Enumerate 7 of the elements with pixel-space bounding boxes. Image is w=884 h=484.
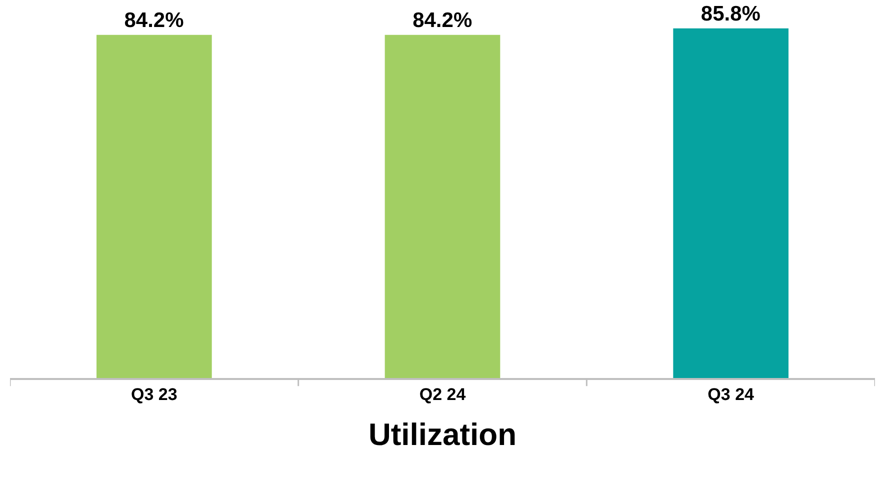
x-tick-label: Q3 24 <box>708 385 755 404</box>
data-label: 84.2% <box>412 8 472 32</box>
data-label: 85.8% <box>700 2 761 26</box>
data-label: 84.2% <box>124 8 184 32</box>
x-tick-label: Q3 23 <box>131 385 178 404</box>
x-tick-label: Q2 24 <box>419 385 466 404</box>
x-axis-title: Utilization <box>368 416 517 452</box>
